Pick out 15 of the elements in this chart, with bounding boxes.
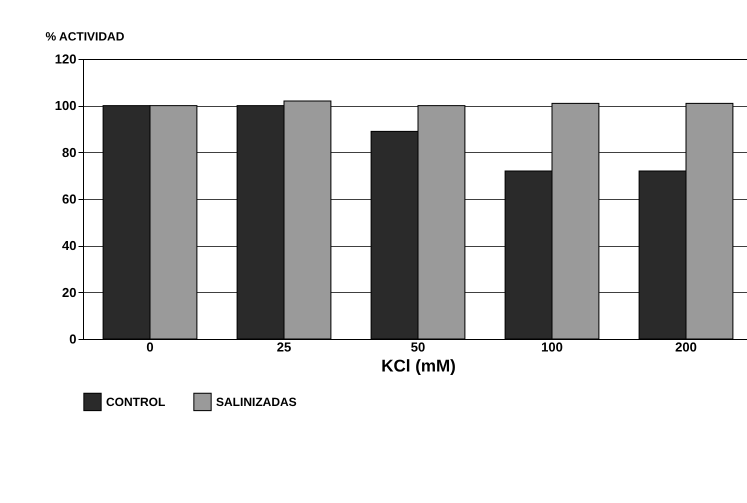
y-tick-label: 40 [62, 238, 76, 254]
y-tick-label: 20 [62, 284, 76, 300]
x-tick-label: 25 [276, 340, 292, 354]
x-tick-label: 100 [541, 340, 563, 354]
x-tick-label: 200 [675, 340, 697, 354]
x-tick-label: 0 [146, 340, 154, 354]
y-axis-title: % ACTIVIDAD [46, 30, 125, 44]
x-axis-title: KCl (mM) [381, 356, 456, 376]
legend-label: CONTROL [106, 394, 166, 409]
y-tick-label: 100 [54, 98, 76, 114]
y-tick-label: 80 [62, 144, 76, 160]
x-tick-label: 50 [410, 340, 426, 354]
y-tick-label: 120 [54, 52, 76, 66]
legend-label: SALINIZADAS [216, 394, 297, 409]
y-tick-label: 60 [62, 192, 76, 206]
